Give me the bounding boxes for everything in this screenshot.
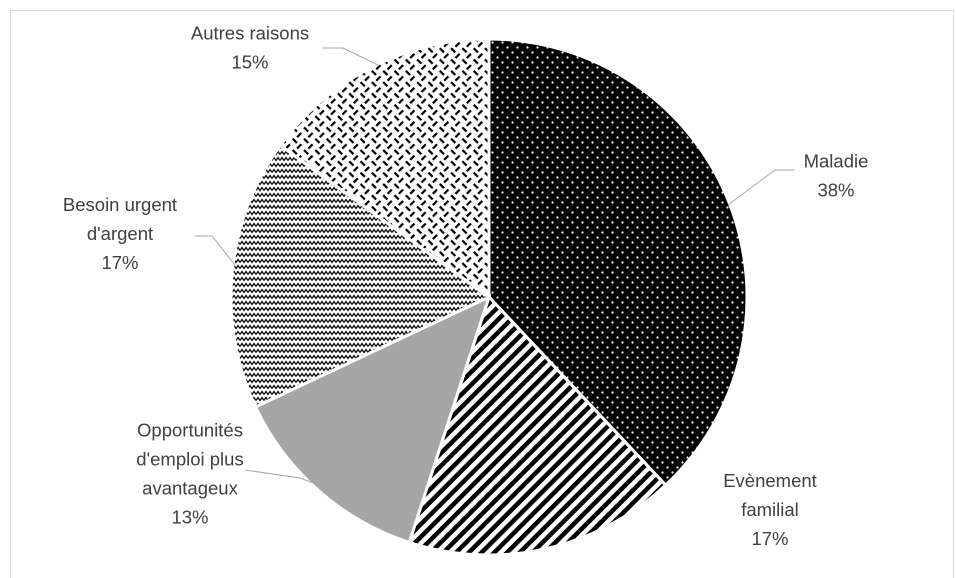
data-label-category: Autres raisons (191, 23, 309, 44)
chart-frame (10, 10, 954, 578)
pie-slice (253, 294, 492, 545)
data-label-value: 13% (171, 507, 208, 528)
data-label-category: d'emploi plus (136, 449, 243, 470)
pie-slice (487, 37, 749, 488)
pie-slice (229, 143, 492, 409)
data-label-value: 38% (817, 180, 854, 201)
pie-slice (278, 37, 491, 300)
data-label-category: d'argent (87, 223, 153, 244)
pie-slice (407, 294, 668, 557)
leader-line (244, 469, 346, 496)
leader-line (322, 47, 379, 66)
data-label-category: Besoin urgent (63, 194, 177, 215)
data-label-category: Maladie (804, 151, 869, 172)
leader-line (195, 235, 236, 266)
data-label-category: Opportunités (137, 420, 243, 441)
leader-line (727, 169, 795, 206)
data-label-value: 17% (101, 252, 138, 273)
data-label-category: familial (741, 499, 799, 520)
data-label-value: 15% (231, 52, 268, 73)
data-label-value: 17% (751, 528, 788, 549)
data-label-category: Evènement (723, 470, 817, 491)
data-label-category: avantageux (142, 478, 238, 499)
